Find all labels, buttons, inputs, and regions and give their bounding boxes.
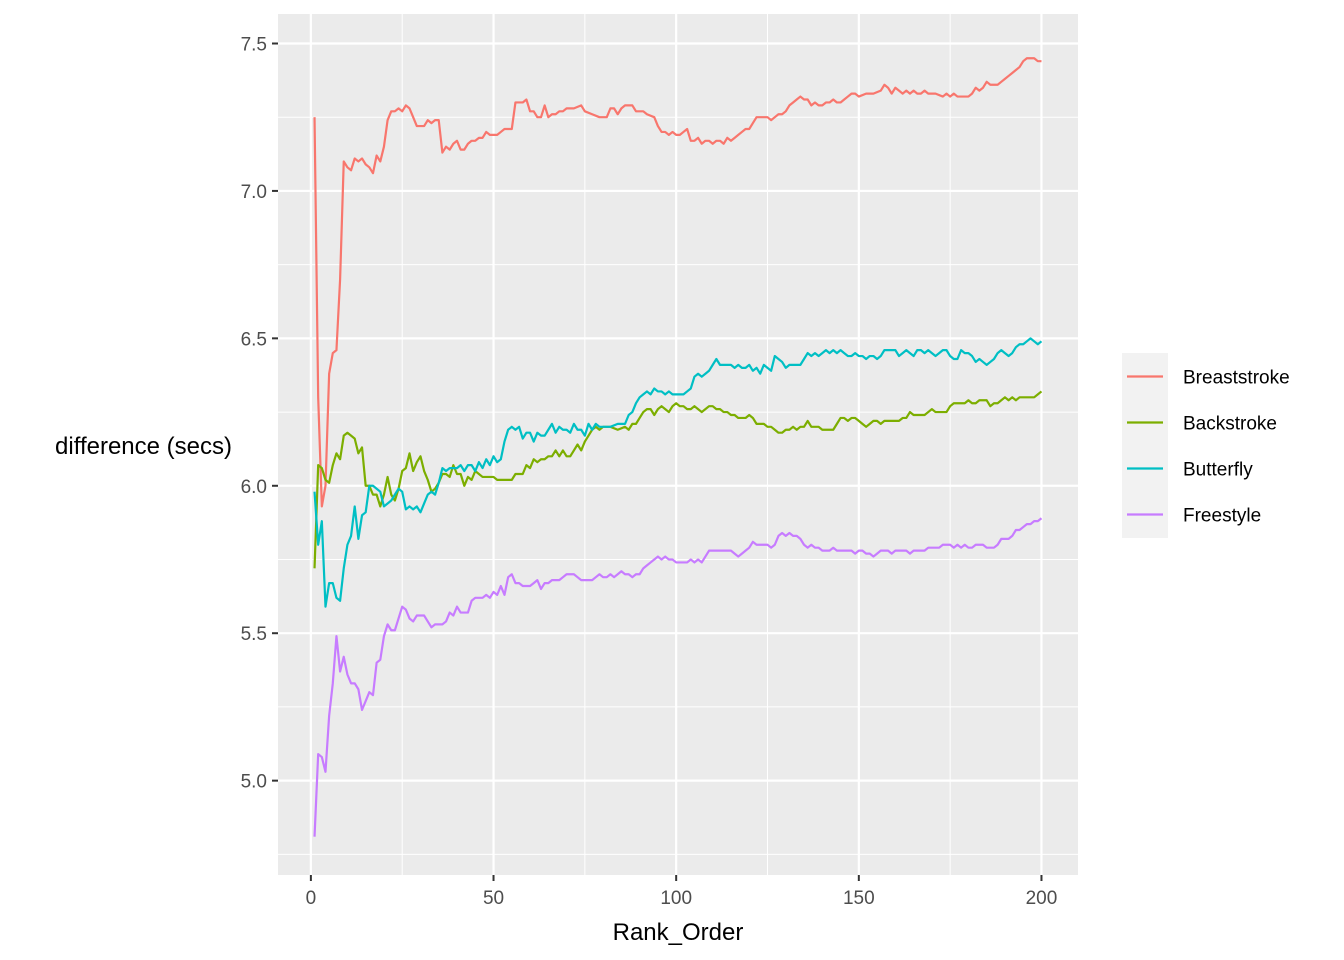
x-axis-title: Rank_Order — [613, 919, 744, 946]
y-tick-label: 7.5 — [241, 34, 267, 55]
x-axis-ticks: 0 50 100 150 200 — [306, 875, 1058, 909]
legend-label-freestyle: Freestyle — [1183, 506, 1261, 527]
series-line-freestyle — [313, 517, 1043, 837]
series-line-butterfly — [313, 337, 1043, 608]
x-tick-label: 50 — [483, 888, 504, 909]
series-lines — [313, 57, 1043, 837]
plot-panel — [278, 14, 1078, 875]
x-tick-label: 200 — [1026, 888, 1058, 909]
x-tick-label: 150 — [843, 888, 875, 909]
x-tick-label: 0 — [306, 888, 317, 909]
series-line-backstroke — [313, 390, 1043, 569]
legend-label-breaststroke: Breaststroke — [1183, 368, 1290, 389]
y-tick-label: 6.0 — [241, 477, 267, 498]
minor-gridlines — [278, 14, 1078, 875]
y-tick-label: 5.5 — [241, 624, 267, 645]
y-tick-label: 5.0 — [241, 772, 267, 793]
y-axis-title: difference (secs) — [55, 433, 232, 460]
major-gridlines — [278, 14, 1078, 875]
y-axis-ticks: 5.0 5.5 6.0 6.5 7.0 7.5 — [241, 34, 278, 793]
legend: Breaststroke Backstroke Butterfly Freestyle — [1122, 353, 1290, 538]
legend-label-backstroke: Backstroke — [1183, 414, 1277, 435]
legend-key-background — [1122, 353, 1168, 538]
legend-label-butterfly: Butterfly — [1183, 460, 1253, 481]
x-tick-label: 100 — [660, 888, 692, 909]
y-tick-label: 7.0 — [241, 182, 267, 203]
y-tick-label: 6.5 — [241, 329, 267, 350]
series-line-breaststroke — [313, 57, 1042, 508]
